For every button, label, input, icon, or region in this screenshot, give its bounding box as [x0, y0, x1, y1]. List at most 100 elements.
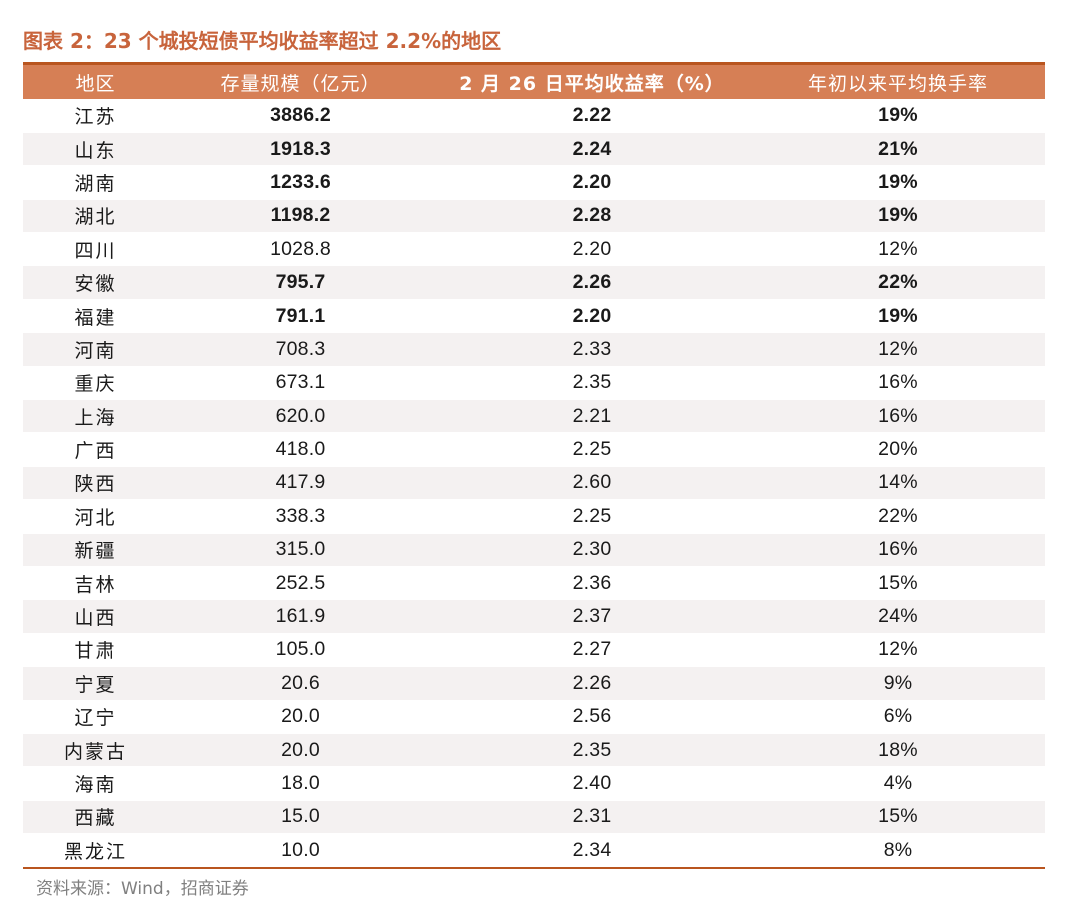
cell-scale: 20.0 [168, 733, 433, 768]
cell-scale: 338.3 [168, 499, 433, 534]
cell-region: 广西 [23, 432, 168, 467]
source-note: 资料来源：Wind，招商证券 [36, 879, 249, 899]
cell-yield: 2.22 [433, 99, 751, 133]
cell-region: 新疆 [23, 533, 168, 567]
cell-yield: 2.26 [433, 666, 751, 701]
table-row: 重庆 673.1 2.35 16% [23, 366, 1045, 401]
cell-region: 山西 [23, 599, 168, 634]
table-row: 山西 161.9 2.37 24% [23, 599, 1045, 634]
cell-turnover: 24% [751, 599, 1045, 634]
cell-yield: 2.28 [433, 199, 751, 234]
table-row: 甘肃 105.0 2.27 12% [23, 633, 1045, 668]
cell-scale: 1233.6 [168, 165, 433, 200]
cell-turnover: 15% [751, 800, 1045, 835]
cell-yield: 2.30 [433, 533, 751, 567]
cell-yield: 2.21 [433, 399, 751, 434]
cell-turnover: 14% [751, 466, 1045, 501]
table-row: 河北 338.3 2.25 22% [23, 499, 1045, 534]
cell-turnover: 16% [751, 366, 1045, 401]
table-row: 广西 418.0 2.25 20% [23, 432, 1045, 467]
cell-yield: 2.20 [433, 165, 751, 200]
cell-yield: 2.40 [433, 766, 751, 801]
table-row: 新疆 315.0 2.30 16% [23, 533, 1045, 567]
table-bottom-rule [23, 867, 1045, 870]
cell-region: 四川 [23, 232, 168, 267]
cell-turnover: 19% [751, 299, 1045, 334]
cell-turnover: 22% [751, 265, 1045, 300]
cell-scale: 708.3 [168, 332, 433, 367]
cell-yield: 2.37 [433, 599, 751, 634]
cell-turnover: 21% [751, 132, 1045, 167]
cell-scale: 673.1 [168, 366, 433, 401]
cell-yield: 2.27 [433, 633, 751, 668]
cell-region: 重庆 [23, 366, 168, 401]
cell-region: 河南 [23, 332, 168, 367]
cell-turnover: 12% [751, 633, 1045, 668]
cell-region: 宁夏 [23, 666, 168, 701]
table-row: 陕西 417.9 2.60 14% [23, 466, 1045, 501]
data-table: 地区 存量规模（亿元） 2 月 26 日平均收益率（%） 年初以来平均换手率 江… [23, 65, 1045, 868]
table-row: 山东 1918.3 2.24 21% [23, 132, 1045, 167]
cell-region: 甘肃 [23, 633, 168, 668]
cell-turnover: 16% [751, 399, 1045, 434]
cell-yield: 2.60 [433, 466, 751, 501]
cell-yield: 2.20 [433, 232, 751, 267]
cell-region: 陕西 [23, 466, 168, 501]
cell-yield: 2.25 [433, 432, 751, 467]
cell-yield: 2.34 [433, 833, 751, 868]
table-row: 湖北 1198.2 2.28 19% [23, 199, 1045, 234]
cell-scale: 417.9 [168, 466, 433, 501]
table-row: 上海 620.0 2.21 16% [23, 399, 1045, 434]
yield-table: 地区 存量规模（亿元） 2 月 26 日平均收益率（%） 年初以来平均换手率 江… [23, 62, 1045, 870]
table-row: 福建 791.1 2.20 19% [23, 299, 1045, 334]
cell-region: 海南 [23, 766, 168, 801]
table-row: 海南 18.0 2.40 4% [23, 766, 1045, 801]
table-row: 安徽 795.7 2.26 22% [23, 265, 1045, 300]
cell-scale: 620.0 [168, 399, 433, 434]
cell-region: 安徽 [23, 265, 168, 300]
cell-yield: 2.31 [433, 800, 751, 835]
cell-scale: 161.9 [168, 599, 433, 634]
cell-region: 山东 [23, 132, 168, 167]
cell-scale: 795.7 [168, 265, 433, 300]
table-body: 江苏 3886.2 2.22 19% 山东 1918.3 2.24 21% 湖南 1233.6 2.… [23, 99, 1045, 868]
cell-scale: 1198.2 [168, 199, 433, 234]
table-row: 湖南 1233.6 2.20 19% [23, 165, 1045, 200]
cell-turnover: 19% [751, 199, 1045, 234]
cell-scale: 791.1 [168, 299, 433, 334]
cell-turnover: 8% [751, 833, 1045, 868]
cell-scale: 1918.3 [168, 132, 433, 167]
cell-turnover: 16% [751, 533, 1045, 567]
table-row: 内蒙古 20.0 2.35 18% [23, 733, 1045, 768]
table-row: 辽宁 20.0 2.56 6% [23, 700, 1045, 734]
cell-region: 江苏 [23, 99, 168, 133]
cell-turnover: 4% [751, 766, 1045, 801]
cell-scale: 3886.2 [168, 99, 433, 133]
cell-yield: 2.20 [433, 299, 751, 334]
cell-region: 上海 [23, 399, 168, 434]
table-row: 河南 708.3 2.33 12% [23, 332, 1045, 367]
cell-scale: 252.5 [168, 566, 433, 601]
figure-title: 图表 2：23 个城投短债平均收益率超过 2.2%的地区 [23, 29, 502, 53]
cell-scale: 315.0 [168, 533, 433, 567]
table-row: 黑龙江 10.0 2.34 8% [23, 833, 1045, 868]
cell-yield: 2.35 [433, 366, 751, 401]
cell-turnover: 18% [751, 733, 1045, 768]
cell-region: 湖南 [23, 165, 168, 200]
table-header: 地区 存量规模（亿元） 2 月 26 日平均收益率（%） 年初以来平均换手率 [23, 65, 1045, 99]
table-row: 宁夏 20.6 2.26 9% [23, 666, 1045, 701]
cell-turnover: 9% [751, 666, 1045, 701]
cell-turnover: 12% [751, 332, 1045, 367]
header-turnover: 年初以来平均换手率 [807, 72, 988, 95]
cell-region: 河北 [23, 499, 168, 534]
cell-yield: 2.26 [433, 265, 751, 300]
table-top-rule [23, 62, 1045, 65]
cell-turnover: 6% [751, 700, 1045, 734]
cell-turnover: 19% [751, 99, 1045, 133]
table-row: 四川 1028.8 2.20 12% [23, 232, 1045, 267]
cell-yield: 2.33 [433, 332, 751, 367]
cell-scale: 15.0 [168, 800, 433, 835]
cell-scale: 1028.8 [168, 232, 433, 267]
cell-turnover: 15% [751, 566, 1045, 601]
cell-turnover: 20% [751, 432, 1045, 467]
